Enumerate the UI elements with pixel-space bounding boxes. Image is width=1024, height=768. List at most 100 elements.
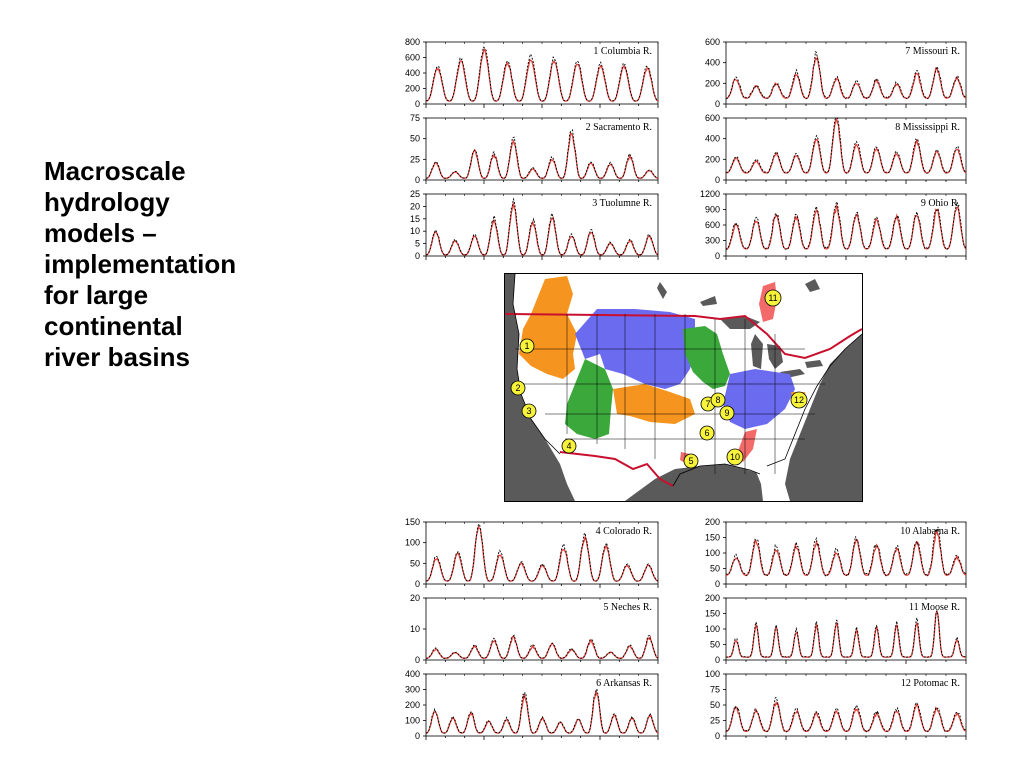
y-tick-label: 600 [705, 220, 720, 230]
panel-title: 4 Colorado R. [596, 526, 652, 537]
atlantic-ocean [785, 334, 862, 501]
hydrograph-svg: 11 Moose R. 200 150 100 50 0 [705, 593, 967, 665]
y-tick-label: 10 [410, 226, 420, 236]
simulated-series [725, 701, 967, 732]
panel-title: 9 Ohio R. [921, 198, 960, 209]
y-tick-label: 200 [405, 700, 420, 710]
pacific-ocean [505, 274, 575, 501]
florida [755, 466, 777, 501]
y-tick-label: 10 [410, 624, 420, 634]
hydrograph-panel-6: 6 Arkansas R. 400 300 200 100 0 [380, 669, 662, 742]
y-tick-label: 200 [705, 154, 720, 164]
panel-title: 5 Neches R. [603, 602, 652, 613]
mississippi-basin [683, 326, 730, 389]
y-tick-label: 600 [705, 37, 720, 47]
y-tick-label: 100 [405, 716, 420, 726]
observed-series [425, 634, 659, 660]
y-tick-label: 100 [405, 538, 420, 548]
hydrograph-svg: 6 Arkansas R. 400 300 200 100 0 [405, 669, 659, 741]
title-line: for large [44, 280, 149, 310]
slide-title: Macroscale hydrology models – implementa… [44, 156, 334, 373]
y-tick-label: 0 [415, 731, 420, 741]
y-tick-label: 50 [410, 558, 420, 568]
y-tick-label: 0 [415, 251, 420, 261]
y-tick-label: 50 [410, 134, 420, 144]
marker-label: 11 [768, 293, 777, 303]
map-marker-6: 6 [699, 425, 715, 441]
y-tick-label: 0 [415, 175, 420, 185]
observed-series [725, 50, 967, 100]
marker-label: 2 [515, 383, 520, 393]
map-marker-11: 11 [764, 289, 782, 307]
observed-series [725, 117, 967, 174]
y-tick-label: 0 [715, 99, 720, 109]
hydrograph-svg: 5 Neches R. 20 10 0 [410, 593, 659, 665]
hydrograph-panel-1: 1 Columbia R. 800 600 400 200 0 [380, 37, 662, 110]
y-tick-label: 50 [710, 700, 720, 710]
observed-series [725, 696, 967, 733]
canada-border [505, 313, 862, 360]
simulated-series [426, 635, 659, 659]
map-marker-5: 5 [683, 453, 699, 469]
marker-label: 7 [705, 399, 710, 409]
marker-label: 5 [688, 456, 693, 466]
simulated-series [725, 203, 967, 250]
y-tick-label: 200 [705, 517, 720, 527]
hydrograph-svg: 2 Sacramento R. 75 50 25 0 [410, 113, 659, 185]
canada-lakes [657, 279, 820, 306]
map-marker-3: 3 [521, 403, 537, 419]
panel-title: 10 Alabama R. [900, 526, 960, 537]
hydrograph-svg: 7 Missouri R. 600 400 200 0 [705, 37, 967, 109]
y-tick-label: 800 [405, 37, 420, 47]
y-tick-label: 100 [705, 669, 720, 679]
simulated-series [425, 690, 659, 734]
y-tick-label: 600 [405, 53, 420, 63]
title-line: river basins [44, 342, 190, 372]
panel-title: 3 Tuolumne R. [592, 198, 652, 209]
panel-title: 11 Moose R. [909, 602, 960, 613]
y-tick-label: 20 [410, 201, 420, 211]
observed-series [425, 687, 659, 734]
y-tick-label: 0 [715, 655, 720, 665]
map-marker-12: 12 [790, 391, 808, 409]
map-marker-1: 1 [519, 338, 535, 354]
y-tick-label: 25 [710, 716, 720, 726]
y-tick-label: 300 [705, 236, 720, 246]
y-tick-label: 1200 [700, 189, 720, 199]
y-tick-label: 25 [410, 154, 420, 164]
colorado-basin [565, 359, 613, 439]
simulated-series [725, 55, 967, 99]
title-line: models – [44, 218, 157, 248]
y-tick-label: 75 [410, 113, 420, 123]
y-tick-label: 150 [705, 609, 720, 619]
hydrograph-svg: 4 Colorado R. 150 100 50 0 [405, 517, 659, 589]
hydrograph-panel-10: 10 Alabama R. 200 150 100 50 0 [680, 517, 970, 590]
y-tick-label: 0 [415, 655, 420, 665]
simulated-series [726, 609, 966, 658]
hydrograph-svg: 8 Mississippi R. 600 400 200 0 [705, 113, 967, 185]
marker-label: 3 [526, 406, 531, 416]
simulated-series [425, 202, 659, 256]
great-lakes [720, 316, 823, 378]
marker-label: 8 [715, 395, 720, 405]
gulf-of-mexico [625, 464, 773, 501]
observed-series [725, 200, 967, 251]
missouri-upper [575, 309, 600, 359]
y-tick-label: 0 [715, 579, 720, 589]
y-tick-label: 200 [705, 593, 720, 603]
title-line: hydrology [44, 187, 170, 217]
hydrograph-svg: 1 Columbia R. 800 600 400 200 0 [405, 37, 659, 109]
mexico-border [559, 451, 674, 487]
y-tick-label: 100 [705, 548, 720, 558]
marker-label: 1 [524, 341, 529, 351]
hydrograph-svg: 9 Ohio R. 1200 900 600 300 0 [700, 189, 967, 261]
y-tick-label: 150 [405, 517, 420, 527]
y-tick-label: 200 [405, 84, 420, 94]
map-marker-10: 10 [726, 448, 744, 466]
y-tick-label: 0 [415, 579, 420, 589]
y-tick-label: 400 [405, 669, 420, 679]
marker-label: 12 [794, 395, 804, 405]
hydrograph-panel-7: 7 Missouri R. 600 400 200 0 [680, 37, 970, 110]
marker-label: 10 [730, 452, 740, 462]
hydrograph-svg: 10 Alabama R. 200 150 100 50 0 [705, 517, 967, 589]
